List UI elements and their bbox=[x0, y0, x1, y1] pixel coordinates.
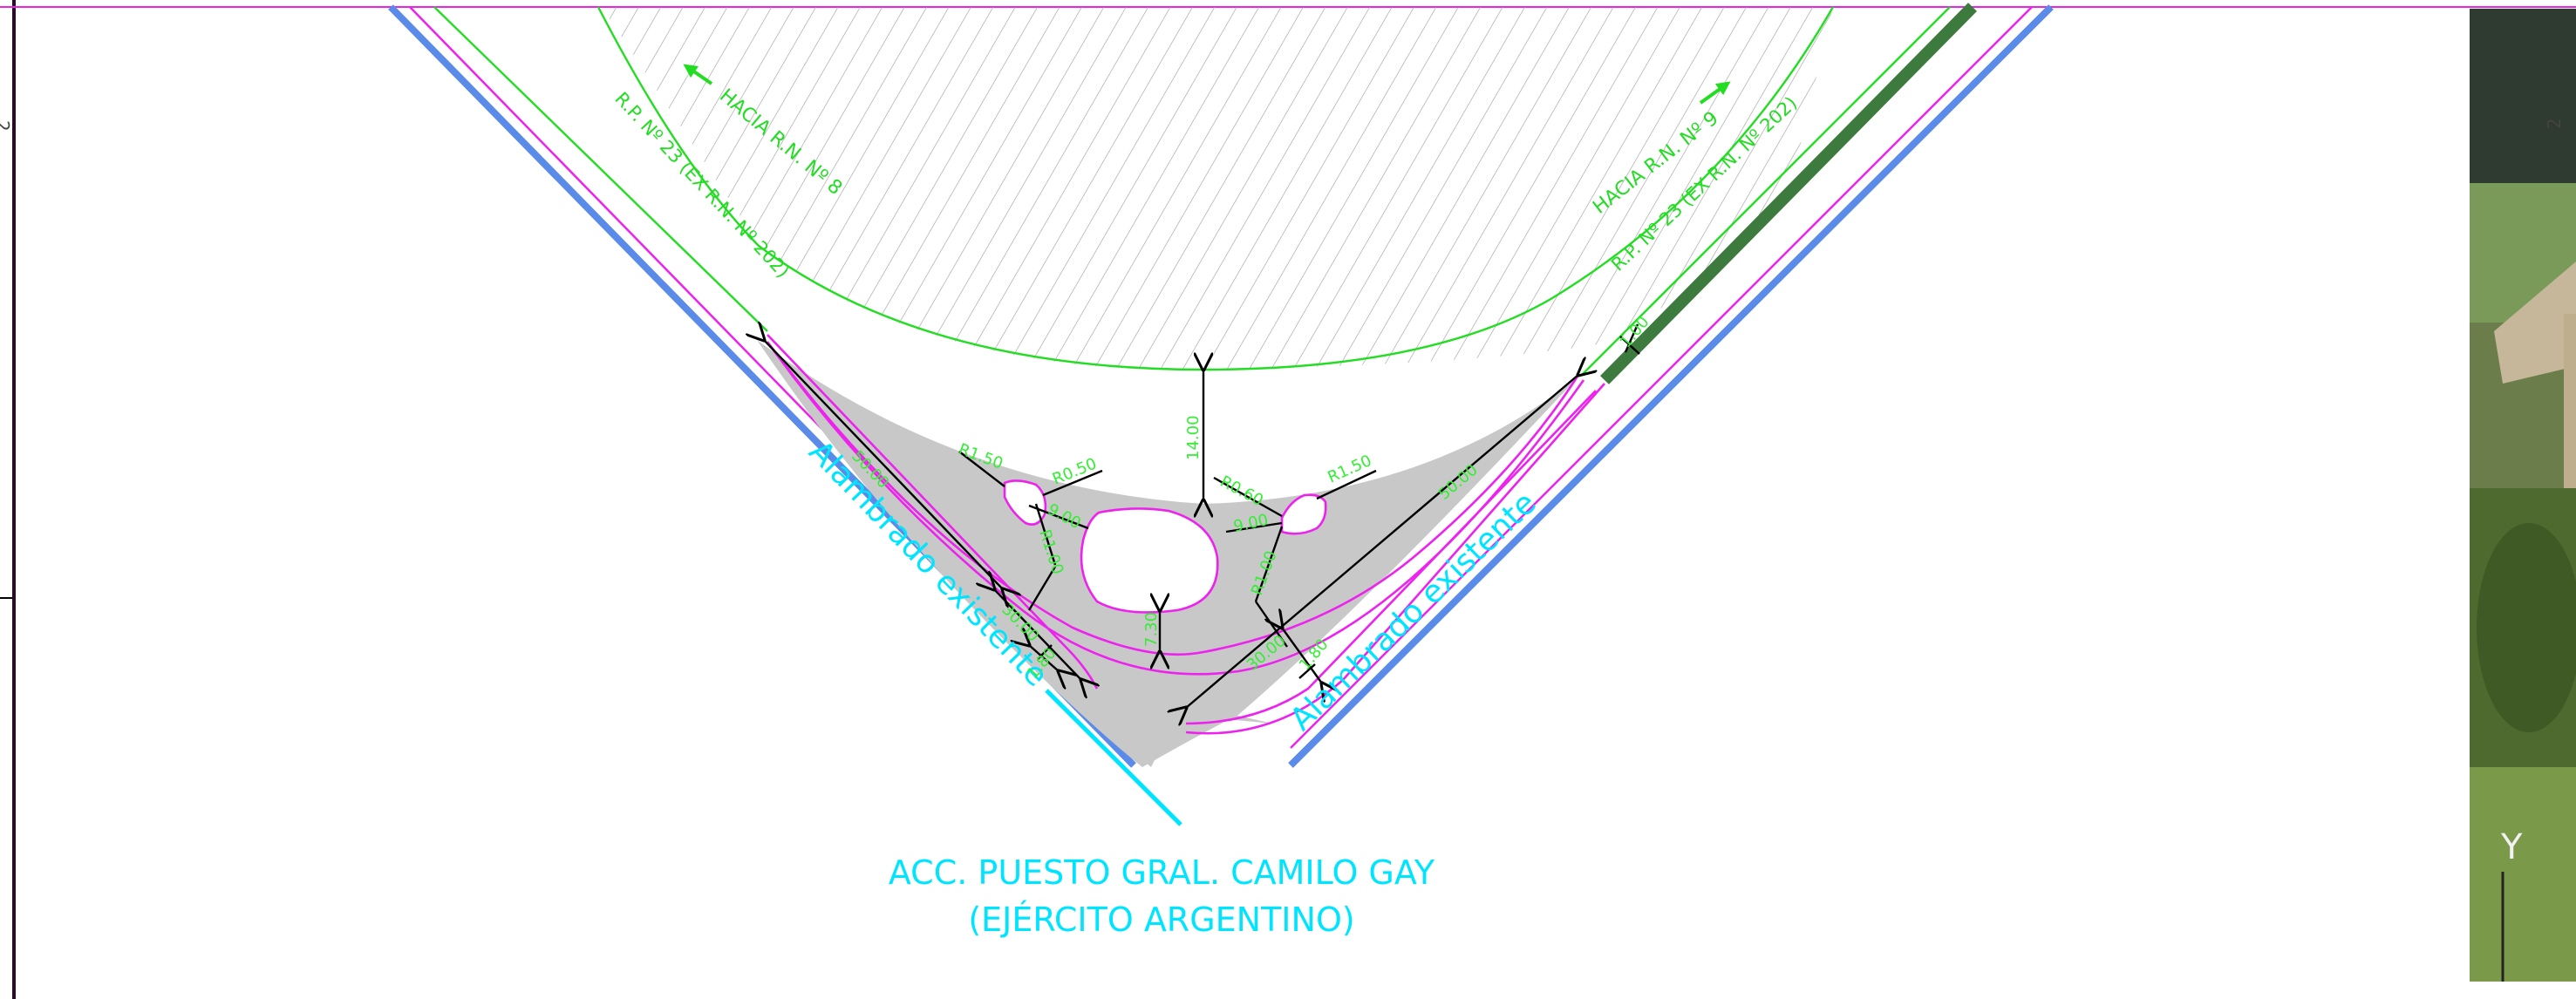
access-indicator-line bbox=[1045, 689, 1182, 826]
right-shoulder bbox=[1600, 3, 1977, 384]
dim-center-bottom: 7.30 bbox=[1142, 612, 1161, 647]
dim-r2: R0.50 bbox=[1050, 454, 1100, 488]
aerial-photo bbox=[2470, 9, 2576, 982]
access-label-line1: ACC. PUESTO GRAL. CAMILO GAY bbox=[889, 853, 1435, 892]
sheet-mark-left: 2 bbox=[0, 120, 13, 132]
road-band-hatch bbox=[602, 7, 1833, 370]
axis-y-label: Y bbox=[2500, 827, 2523, 867]
access-label-line2: (EJÉRCITO ARGENTINO) bbox=[968, 900, 1354, 939]
central-island bbox=[1080, 507, 1219, 614]
sheet-mark-right: 2 bbox=[2544, 118, 2565, 129]
dim-center-top: 14.00 bbox=[1184, 415, 1203, 460]
dimension-lines bbox=[764, 324, 1640, 708]
